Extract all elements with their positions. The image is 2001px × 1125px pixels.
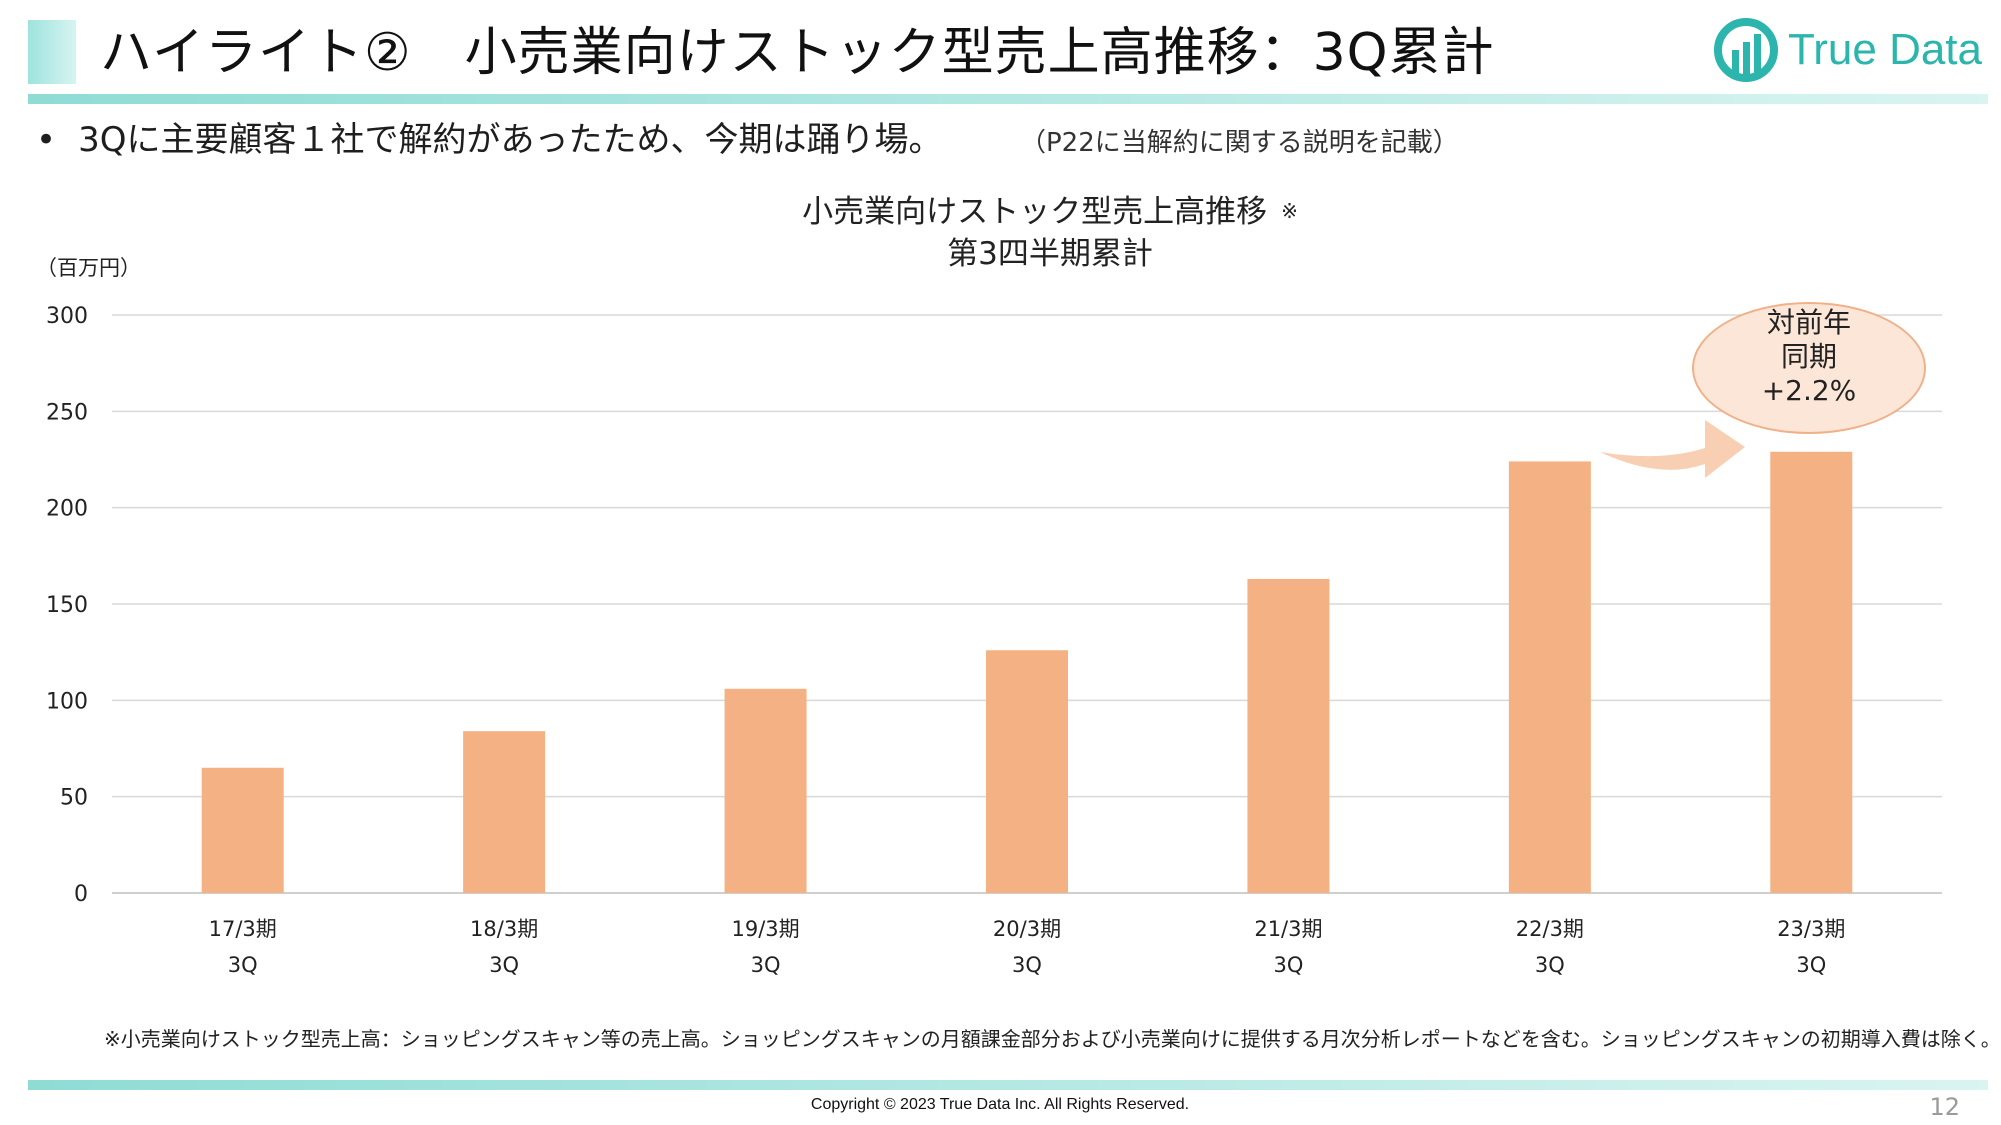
x-tick-label: 20/3期 <box>993 917 1061 941</box>
title-accent-block <box>28 20 76 84</box>
x-tick-label: 23/3期 <box>1777 917 1845 941</box>
chart-footnote: ※小売業向けストック型売上高：ショッピングスキャン等の売上高。ショッピングスキャ… <box>104 1027 2001 1051</box>
callout-line-2: 同期 <box>1780 340 1837 373</box>
page-number: 12 <box>1929 1093 1960 1121</box>
true-data-logo: True Data <box>1712 14 1982 86</box>
x-tick-label: 17/3期 <box>209 917 277 941</box>
x-tick-label: 22/3期 <box>1516 917 1584 941</box>
x-tick-label: 18/3期 <box>470 917 538 941</box>
bar <box>201 767 284 893</box>
callout-line-3: +2.2% <box>1761 374 1857 407</box>
x-tick-sublabel: 3Q <box>228 953 258 977</box>
y-tick-label: 200 <box>46 497 88 522</box>
x-tick-sublabel: 3Q <box>1796 953 1826 977</box>
yoy-callout-text: 対前年 同期 +2.2% <box>1692 306 1926 408</box>
bar <box>1770 451 1853 893</box>
callout-line-1: 対前年 <box>1766 306 1851 339</box>
y-tick-label: 250 <box>46 400 88 425</box>
logo-mark-icon <box>1714 18 1778 82</box>
x-tick-label: 19/3期 <box>731 917 799 941</box>
y-tick-label: 150 <box>46 593 88 618</box>
y-tick-label: 300 <box>46 304 88 329</box>
bar <box>1247 578 1330 893</box>
footer-rule <box>28 1080 1988 1090</box>
bar <box>724 688 807 893</box>
x-tick-sublabel: 3Q <box>1012 953 1042 977</box>
page-title: ハイライト② 小売業向けストック型売上高推移：3Q累計 <box>100 23 1495 83</box>
chart-title-line1: 小売業向けストック型売上高推移 <box>802 194 1268 230</box>
x-tick-sublabel: 3Q <box>751 953 781 977</box>
bar <box>463 731 546 893</box>
chart-title: 小売業向けストック型売上高推移 ※ 第3四半期累計 <box>760 190 1340 275</box>
yoy-arrow-icon <box>1600 420 1745 478</box>
bullet-dot-icon: • <box>36 120 57 160</box>
bar <box>1508 461 1591 893</box>
y-axis-unit-label: （百万円） <box>36 256 141 280</box>
x-tick-label: 21/3期 <box>1254 917 1322 941</box>
label-layer: 0 50 100 150 200 250 300 17/3期 3Q 18/3期 3Q 19/3期 3Q 2… <box>46 304 1845 977</box>
x-tick-sublabel: 3Q <box>1535 953 1565 977</box>
x-tick-sublabel: 3Q <box>489 953 519 977</box>
y-tick-label: 0 <box>74 882 88 907</box>
reference-note: （P22に当解約に関する説明を記載） <box>1020 128 1459 158</box>
chart-title-footnote-mark: ※ <box>1281 199 1298 223</box>
summary-text: 3Qに主要顧客１社で解約があったため、今期は踊り場。 <box>78 120 943 160</box>
y-tick-label: 50 <box>60 786 88 811</box>
bar <box>986 650 1068 893</box>
chart-title-line2: 第3四半期累計 <box>947 236 1153 272</box>
bar-layer <box>201 451 1853 893</box>
y-tick-label: 100 <box>46 689 88 714</box>
copyright-text: Copyright © 2023 True Data Inc. All Righ… <box>810 1096 1190 1113</box>
summary-bullet: • 3Qに主要顧客１社で解約があったため、今期は踊り場。 <box>36 112 942 168</box>
x-tick-sublabel: 3Q <box>1273 953 1303 977</box>
yoy-callout-bubble <box>1692 302 1926 434</box>
header-rule <box>28 94 1988 104</box>
bar-chart: 0 50 100 150 200 250 300 17/3期 3Q 18/3期 3Q 19/3期 3Q 2… <box>46 304 1942 977</box>
logo-text: True Data <box>1788 25 1983 74</box>
